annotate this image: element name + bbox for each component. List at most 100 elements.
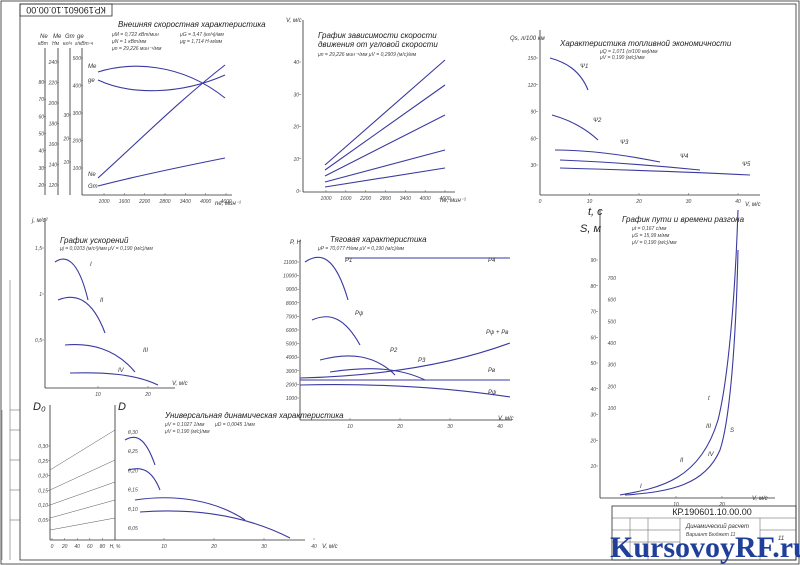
ticks-S: 100 200 300 400 500 600 700: [607, 276, 617, 412]
curve-psi3: [554, 149, 661, 163]
tick-label: 100: [73, 166, 82, 172]
tick-label: 140: [49, 163, 58, 169]
tick-label: 10: [347, 424, 353, 430]
chart-a-xlabel: nе, мин⁻¹: [215, 201, 241, 207]
tick-label: 20: [144, 392, 151, 398]
chart-f-title: Универсальная динамическая характеристик…: [164, 411, 344, 420]
tick-label: 50: [590, 361, 596, 367]
tick-label: 0,5: [35, 338, 42, 344]
tick-label: 11000: [283, 260, 297, 266]
curve-label-psi4: Ψ4: [680, 154, 689, 160]
curve-label-Ne: Nе: [88, 172, 96, 178]
chart-b-params: μn = 29,226 мин⁻¹/мм μV = 0,2909 (м/с)/м…: [317, 52, 417, 58]
tick-label: 40: [311, 544, 317, 550]
tick-label: 500: [73, 56, 82, 62]
tick-label: 70: [590, 310, 596, 316]
curve-label-II: II: [100, 298, 104, 304]
curve-P-gear2: [311, 316, 361, 346]
tick-label: 4000: [200, 199, 211, 205]
tick-label: 120: [49, 183, 58, 189]
ticks-t: 10 20 30 40 50 60 70 80 90: [589, 258, 598, 470]
curve-P-gear4: [329, 368, 426, 381]
axis-unit-G: кг/ч: [63, 41, 72, 47]
chart-a-param-0: μМ = 0,722 кВт/мин: [111, 32, 159, 38]
tick-label: 4600: [439, 196, 450, 202]
tick-label: 400: [608, 341, 617, 347]
tick-label: 2000: [285, 382, 297, 388]
curve-label-P3: P3: [418, 358, 426, 364]
gear-line-1: [324, 167, 446, 188]
tick-label: 10: [587, 199, 593, 205]
ticks-G: 10 20 30: [62, 113, 71, 166]
ticks-load: 0 20 40 60 80 H, %: [51, 538, 121, 550]
gear-line-3: [324, 114, 446, 177]
curve-Ne: [97, 64, 226, 179]
tick-label: 150: [528, 56, 537, 62]
chart-g-xlabel: V, м/с: [752, 496, 768, 502]
tick-label: 10: [161, 544, 167, 550]
chart-f-param-2: μV = 0,190 (м/с)/мм: [164, 429, 210, 435]
tick-label: 4000: [286, 355, 297, 361]
tick-label: 20: [589, 438, 596, 444]
curve-label-t: t: [708, 396, 710, 402]
curve-label-psi3: Ψ3: [620, 140, 629, 146]
chart-traction: Тяговая характеристика μP = 70,077 Н/мм …: [283, 235, 514, 430]
tick-label: 2800: [158, 199, 170, 205]
chart-f-param-1: μD = 0,0045 1/мм: [214, 422, 255, 428]
tick-label: 7000: [286, 314, 297, 320]
chart-e-params: μP = 70,077 Н/мм μV = 0,190 (м/с)/мм: [317, 246, 405, 252]
tick-label: 60: [87, 544, 93, 550]
tick-label: 1600: [119, 199, 130, 205]
ticks-n: 1000 1600 2200 2800 3400 4000 4600: [98, 193, 232, 205]
ticks-V: 0 10 20 30 40: [539, 193, 741, 205]
ticks-V: 0 10 20 30 40: [292, 60, 301, 195]
tick-label: 160: [49, 142, 58, 148]
tick-label: 1000: [98, 199, 109, 205]
title-block: КР.190601.10.00.00 Динамический расчет В…: [611, 505, 797, 561]
curve-D-gear1: [124, 436, 156, 466]
tick-label: 90: [530, 110, 536, 116]
tick-label: 10: [63, 160, 69, 166]
curve-psi1: [549, 57, 589, 91]
tick-label: 20: [718, 502, 725, 508]
tick-label: 0,20: [38, 474, 48, 480]
tick-label: 1000: [320, 196, 331, 202]
ticks-Q: 30 60 90 120 150: [528, 56, 538, 169]
chart-speed-vs-rpm: График зависимости скорости движения от …: [286, 18, 466, 204]
tick-label: 1000: [286, 396, 297, 402]
tick-label: 0,10: [128, 507, 138, 513]
tick-label: 2800: [379, 196, 391, 202]
curve-label-psi1: Ψ1: [580, 64, 588, 70]
chart-d-xlabel: V, м/с: [172, 381, 188, 387]
curve-label-III: III: [143, 348, 148, 354]
curve-D-gear2: [127, 468, 161, 491]
tick-label: 2200: [138, 199, 150, 205]
tick-label: 20: [635, 199, 642, 205]
chart-c-ylabel: Qs, л/100 км: [510, 36, 545, 42]
chart-g-param-2: μV = 0,190 (м/с)/мм: [631, 240, 677, 246]
tick-label: 10000: [283, 274, 297, 280]
curve-label-Ppsi-b: Pψ: [488, 390, 497, 396]
axis-unit-g: г/кВт·ч: [75, 41, 93, 47]
curve-label-Pv: Pв: [488, 368, 495, 374]
tick-label: 400: [73, 84, 82, 90]
curve-path: [624, 249, 739, 496]
curve-D-gear4: [139, 510, 291, 539]
tick-label: 0: [296, 189, 299, 195]
tick-label: 40: [590, 387, 596, 393]
load-lines: [49, 429, 116, 531]
gear-line-2: [324, 149, 446, 183]
chart-a-param-2: μn = 29,226 мин⁻¹/мм: [111, 46, 162, 52]
chart-d-params: μj = 0,0103 (м/с²)/мм μV = 0,190 (м/с)/м…: [59, 246, 153, 252]
tick-label: 0: [539, 199, 542, 205]
chart-a-param-3: μG = 3,47 (кг/ч)/мм: [179, 32, 224, 38]
chart-dynamic: Универсальная динамическая характеристик…: [33, 401, 344, 550]
tick-label: 3000: [286, 369, 297, 375]
chart-a-title: Внешняя скоростная характеристика: [118, 20, 266, 29]
chart-g-param-0: μt = 0,167 с/мм: [631, 226, 667, 232]
tick-label: 5000: [286, 342, 297, 348]
ticks-M: 120 140 160 180 200 220 240: [48, 60, 59, 189]
chart-g-param-1: μS = 15,99 м/мм: [631, 233, 670, 239]
tick-label: 700: [608, 276, 617, 282]
tick-label: 0,30: [128, 430, 138, 436]
